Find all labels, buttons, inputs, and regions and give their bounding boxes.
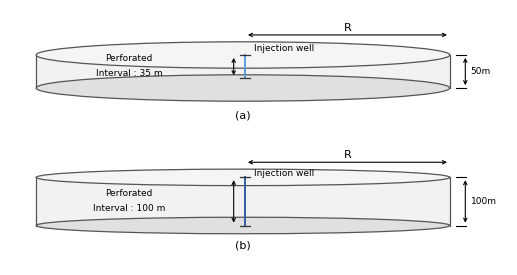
Text: (b): (b) xyxy=(235,241,251,251)
Ellipse shape xyxy=(36,75,450,101)
Polygon shape xyxy=(36,55,450,88)
Text: 50m: 50m xyxy=(470,67,491,76)
Text: R: R xyxy=(344,150,351,160)
Text: 100m: 100m xyxy=(470,197,496,206)
Ellipse shape xyxy=(36,169,450,186)
Ellipse shape xyxy=(36,42,450,68)
Text: Interval : 100 m: Interval : 100 m xyxy=(93,204,165,213)
Text: Perforated: Perforated xyxy=(105,54,153,63)
Text: (a): (a) xyxy=(235,110,251,120)
Text: Injection well: Injection well xyxy=(254,169,315,178)
Text: Perforated: Perforated xyxy=(105,189,153,198)
Text: Interval : 35 m: Interval : 35 m xyxy=(96,69,162,78)
Polygon shape xyxy=(36,177,450,225)
Ellipse shape xyxy=(36,217,450,234)
Text: Injection well: Injection well xyxy=(254,44,315,53)
Text: R: R xyxy=(344,23,351,33)
